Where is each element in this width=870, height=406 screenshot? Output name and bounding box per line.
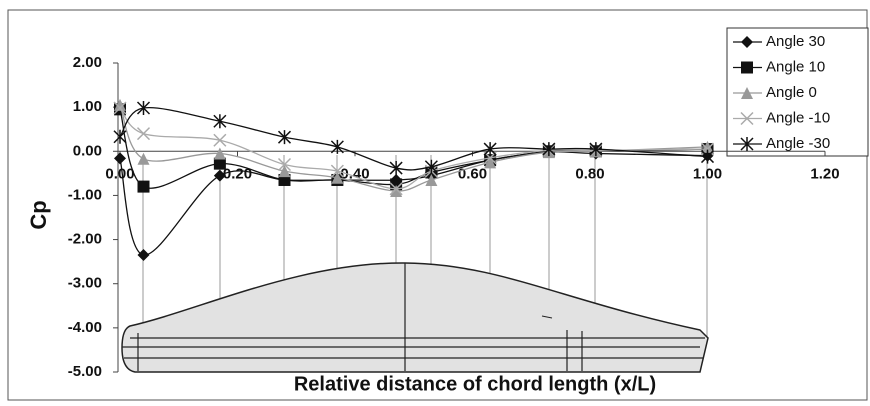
data-point	[389, 161, 403, 176]
legend	[726, 27, 869, 157]
data-point	[114, 152, 126, 165]
legend-marker	[740, 137, 754, 151]
data-point	[277, 130, 292, 145]
data-point	[137, 152, 150, 165]
y-tick-label: -5.00	[68, 363, 102, 380]
legend-label: Angle -10	[766, 109, 830, 126]
data-point	[425, 173, 438, 186]
data-point	[389, 182, 403, 196]
y-tick-label: -1.00	[68, 186, 102, 203]
data-point	[542, 142, 556, 157]
data-point	[589, 142, 603, 157]
data-point	[136, 127, 151, 141]
y-axis-title: Cp	[26, 200, 51, 229]
x-tick-label: 0.20	[223, 165, 252, 182]
legend-marker	[741, 36, 753, 48]
data-point	[700, 149, 715, 164]
legend-marker	[740, 111, 754, 126]
x-tick-label: 1.00	[693, 165, 722, 182]
y-tick-label: 0.00	[73, 142, 102, 159]
data-point	[136, 101, 151, 116]
legend-label: Angle -30	[766, 135, 830, 152]
hull-drawing	[121, 155, 709, 373]
x-tick-label: 0.80	[575, 165, 604, 182]
data-point	[390, 178, 403, 191]
data-point	[701, 140, 714, 153]
data-point	[213, 114, 227, 129]
legend-label: Angle 30	[766, 33, 825, 50]
data-point	[113, 129, 127, 144]
y-tick-label: -2.00	[68, 231, 102, 248]
data-point	[137, 249, 150, 262]
series-line	[119, 151, 708, 256]
legend-label: Angle 10	[766, 58, 825, 75]
data-point	[213, 157, 226, 170]
data-point	[213, 169, 226, 182]
x-tick-label: 1.20	[810, 165, 839, 182]
data-point	[484, 156, 497, 169]
legend-label: Angle 0	[766, 84, 817, 101]
data-point	[213, 147, 226, 160]
y-tick-label: 1.00	[73, 98, 102, 115]
data-point	[113, 101, 127, 115]
data-point	[330, 164, 344, 178]
x-tick-label: 0.40	[340, 165, 369, 182]
data-point	[331, 171, 344, 184]
data-point	[390, 185, 403, 198]
data-point	[277, 157, 292, 172]
data-point	[483, 142, 497, 157]
y-tick-label: 2.00	[73, 54, 102, 71]
data-point	[213, 133, 227, 147]
x-tick-label: 0.00	[105, 165, 134, 182]
y-tick-label: -4.00	[68, 319, 102, 336]
data-point	[278, 165, 291, 178]
legend-marker	[741, 61, 753, 74]
legend-marker	[741, 87, 753, 99]
data-point	[137, 180, 150, 193]
data-point	[424, 159, 438, 174]
data-point	[114, 98, 126, 111]
x-axis-title: Relative distance of chord length (x/L)	[294, 373, 656, 395]
y-tick-label: -3.00	[68, 275, 102, 292]
data-point	[330, 139, 344, 154]
